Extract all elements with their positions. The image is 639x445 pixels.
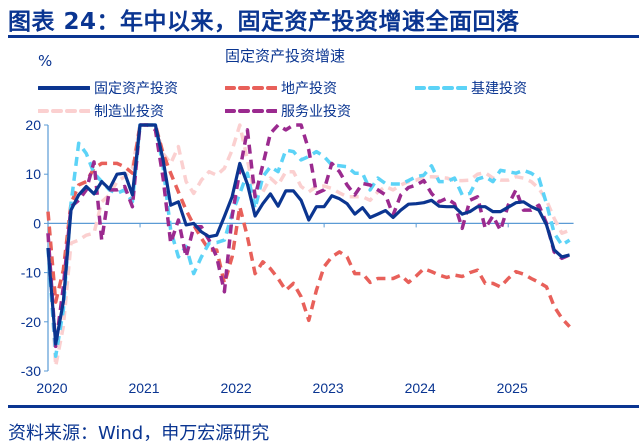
legend-label: 固定资产投资 [94,81,178,97]
x-tick-label: 2022 [221,380,252,396]
y-tick-label: 20 [25,117,41,133]
x-tick-label: 2020 [36,380,67,396]
source-note: 资料来源：Wind，申万宏源研究 [8,423,270,444]
legend-label: 基建投资 [471,81,527,97]
x-tick-label: 2021 [128,380,159,396]
legend-swatch [225,109,277,113]
series-line-3 [46,123,571,368]
legend-swatch [225,86,277,90]
x-tick-label: 2025 [497,380,528,396]
figure-title: 图表 24：年中以来，固定资产投资增速全面回落 [8,9,520,35]
legend-label: 制造业投资 [94,104,164,120]
x-tick-label: 2024 [405,380,436,396]
y-tick-label: 10 [25,166,41,182]
y-tick-label: -10 [21,265,41,281]
legend-label: 服务业投资 [281,104,351,120]
chart-title: 固定资产投资增速 [225,47,346,65]
legend-item: 基建投资 [415,78,527,98]
legend-swatch [38,86,90,90]
legend-item: 地产投资 [225,78,337,98]
legend-swatch [415,86,467,90]
legend-item: 制造业投资 [38,101,164,121]
legend-item: 固定资产投资 [38,78,178,98]
x-tick-label: 2023 [313,380,344,396]
series-line-0 [46,123,571,346]
legend-label: 地产投资 [281,81,337,97]
y-tick-label: 0 [33,215,41,231]
y-tick-label: -30 [21,363,41,379]
legend-swatch [38,109,90,113]
y-tick-label: -20 [21,314,41,330]
title-divider [8,35,639,38]
legend-item: 服务业投资 [225,101,351,121]
series-line-4 [46,123,571,349]
footer-divider [8,405,639,408]
y-axis-unit: % [38,52,53,70]
